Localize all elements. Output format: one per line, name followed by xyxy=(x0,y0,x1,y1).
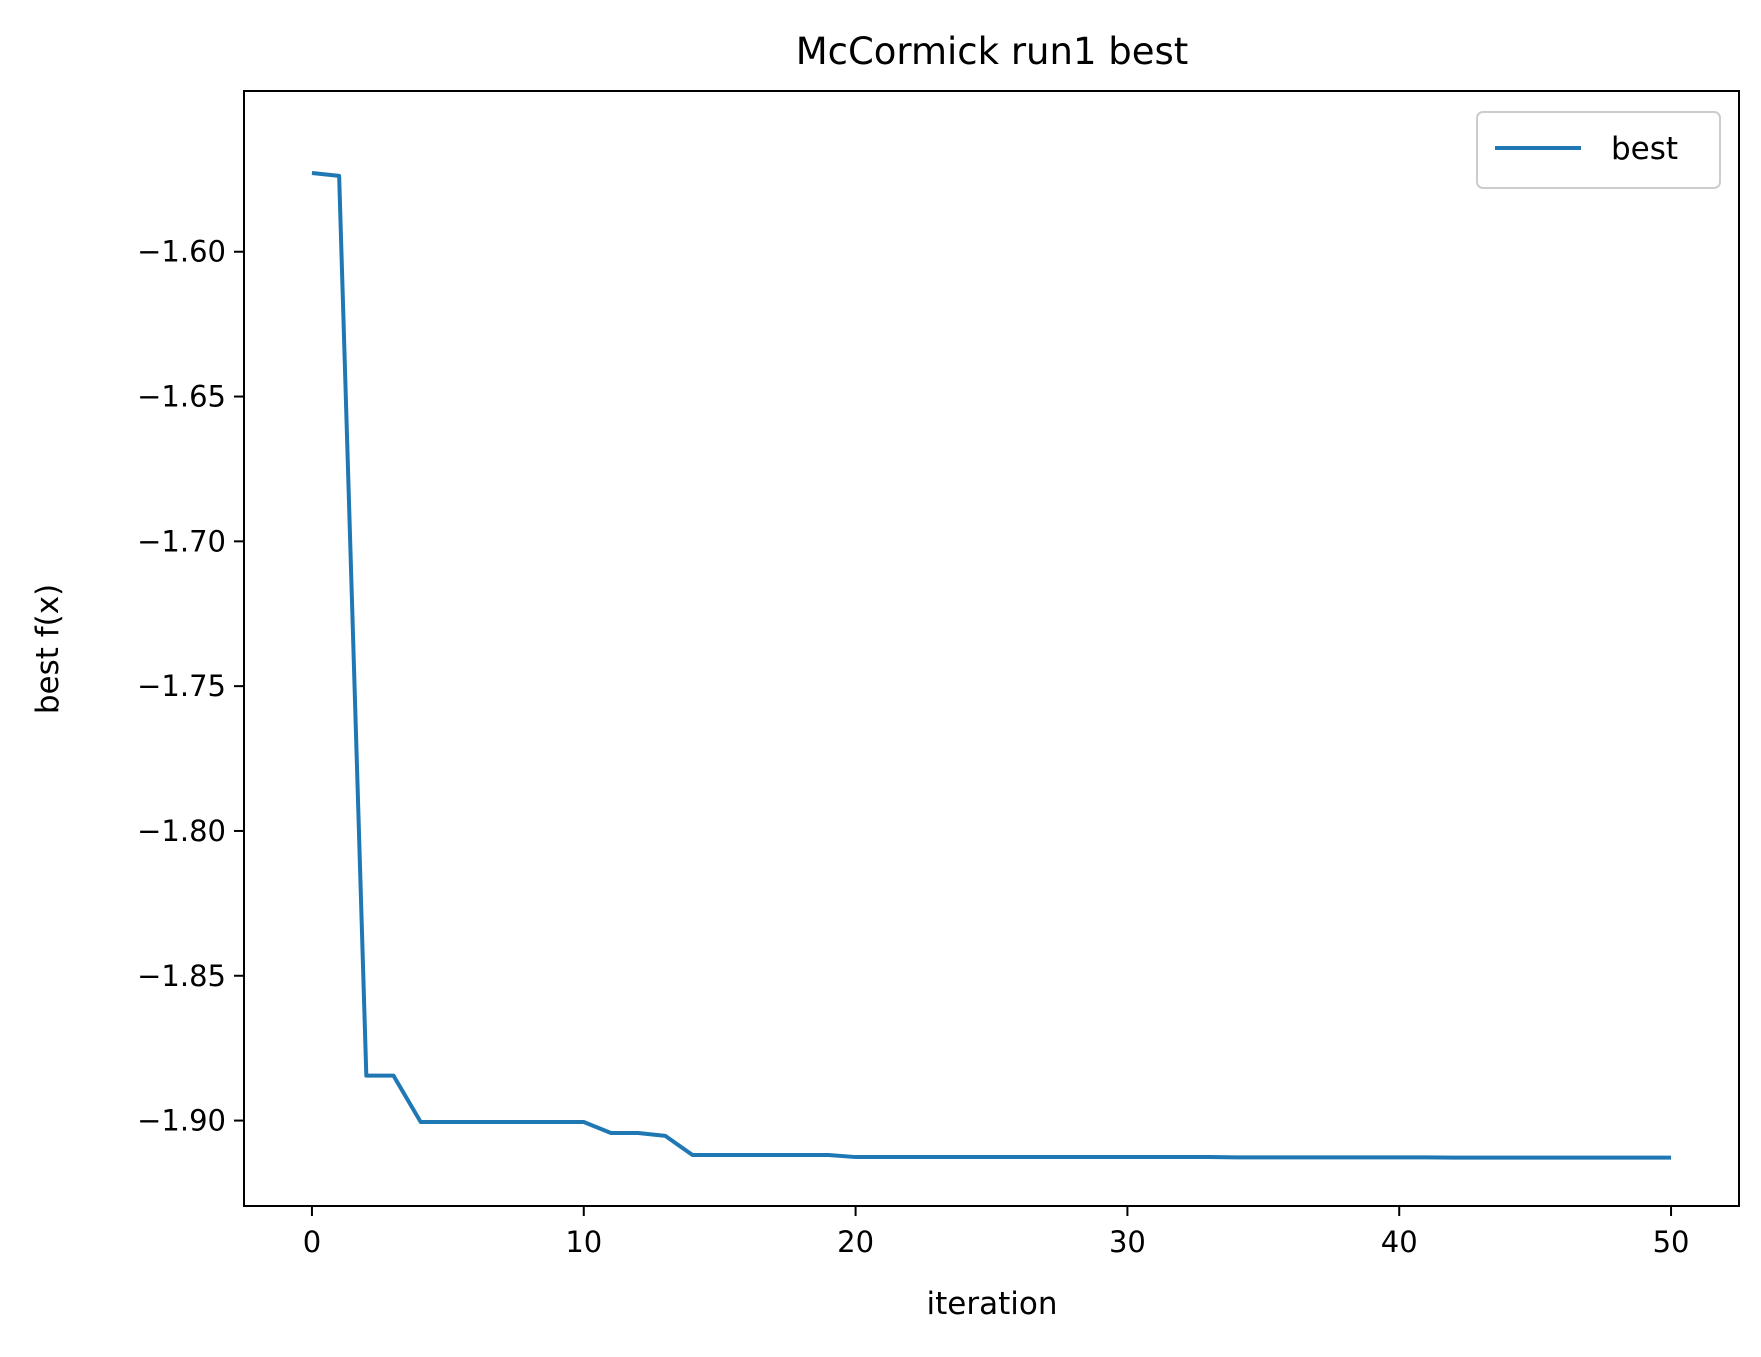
legend: best xyxy=(1476,111,1721,189)
x-axis-label: iteration xyxy=(927,1286,1058,1322)
axes-frame xyxy=(243,90,1740,1207)
y-tick-label: −1.70 xyxy=(137,524,226,558)
series-layer xyxy=(311,170,1672,1160)
y-axis-ticks: −1.60 −1.65 −1.70 −1.75 −1.80 −1.85 −1.90 xyxy=(137,235,244,1138)
y-tick-label: −1.80 xyxy=(137,814,226,848)
y-tick-label: −1.65 xyxy=(137,380,226,414)
y-tick-label: −1.85 xyxy=(137,959,226,993)
y-tick-label: −1.60 xyxy=(137,235,226,269)
series-line-best xyxy=(311,170,1672,1160)
chart-title: McCormick run1 best xyxy=(796,30,1189,73)
y-tick-label: −1.75 xyxy=(137,669,226,703)
legend-box xyxy=(1476,111,1721,189)
x-tick-label: 50 xyxy=(1653,1225,1690,1259)
x-tick-label: 40 xyxy=(1381,1225,1418,1259)
x-tick-label: 20 xyxy=(837,1225,874,1259)
plot-area: 0 10 20 30 40 50 −1.60−1.65−1.70−1.75−1.80−1.… xyxy=(137,90,1740,1259)
y-tick-label: −1.90 xyxy=(137,1104,226,1138)
x-tick-label: 30 xyxy=(1109,1225,1146,1259)
y-axis-label: best f(x) xyxy=(30,584,66,714)
x-tick-label: 0 xyxy=(303,1225,321,1259)
x-tick-label: 10 xyxy=(565,1225,602,1259)
legend-series-label: best xyxy=(1611,131,1678,167)
x-axis-ticks: 0 10 20 30 40 50 xyxy=(303,1206,1690,1259)
